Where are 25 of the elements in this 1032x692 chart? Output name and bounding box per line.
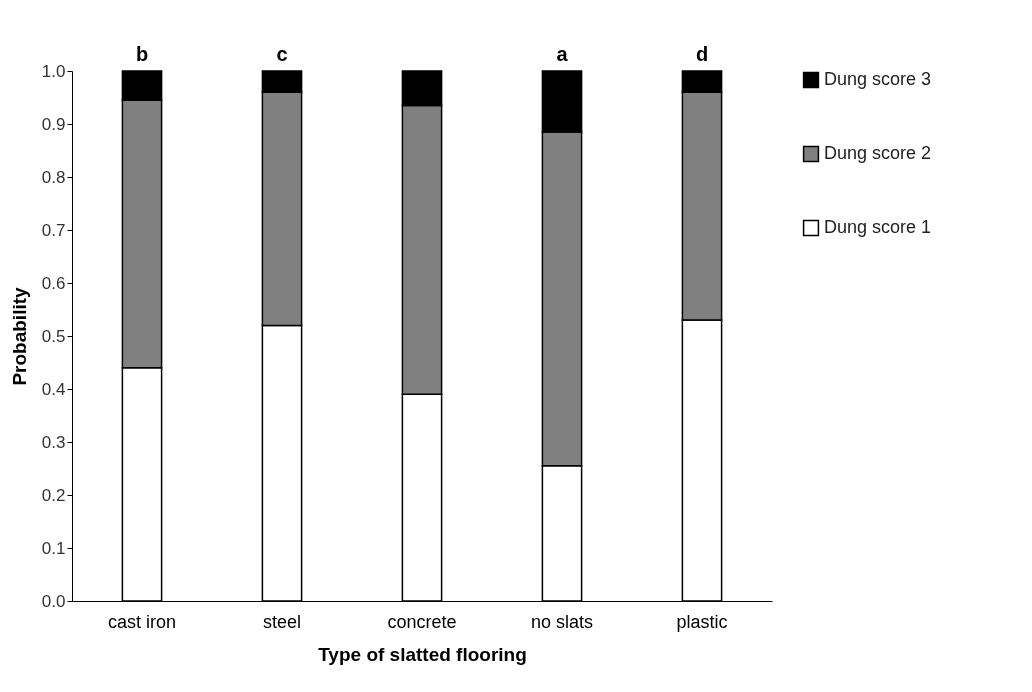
annotation: c — [276, 43, 288, 65]
y-tick-label: 0.1 — [41, 538, 66, 558]
y-tick-label: 0.2 — [41, 485, 66, 505]
legend-label: Dung score 2 — [824, 143, 932, 163]
y-tick-label: 0.4 — [41, 379, 66, 399]
y-axis-title: Probability — [8, 286, 30, 386]
x-axis-title: Type of slatted flooring — [318, 643, 527, 665]
legend-label: Dung score 3 — [824, 69, 932, 89]
x-tick-label: steel — [262, 611, 302, 632]
y-tick-label: 0.3 — [41, 432, 66, 452]
annotation: a — [556, 43, 569, 65]
y-tick-label: 1.0 — [41, 61, 66, 81]
legend-label: Dung score 1 — [824, 217, 932, 237]
y-tick-label: 0.8 — [41, 167, 66, 187]
y-tick-label: 0.7 — [41, 220, 66, 240]
annotation: b — [135, 43, 149, 65]
y-tick-label: 0.6 — [41, 273, 66, 293]
x-tick-label: plastic — [676, 611, 728, 632]
x-tick-label: cast iron — [107, 611, 177, 632]
y-tick-label: 0.5 — [41, 326, 66, 346]
y-tick-label: 0.9 — [41, 114, 66, 134]
annotation: d — [695, 43, 709, 65]
x-tick-label: no slats — [530, 611, 594, 632]
y-tick-label: 0.0 — [41, 591, 66, 611]
x-tick-label: concrete — [387, 611, 457, 632]
